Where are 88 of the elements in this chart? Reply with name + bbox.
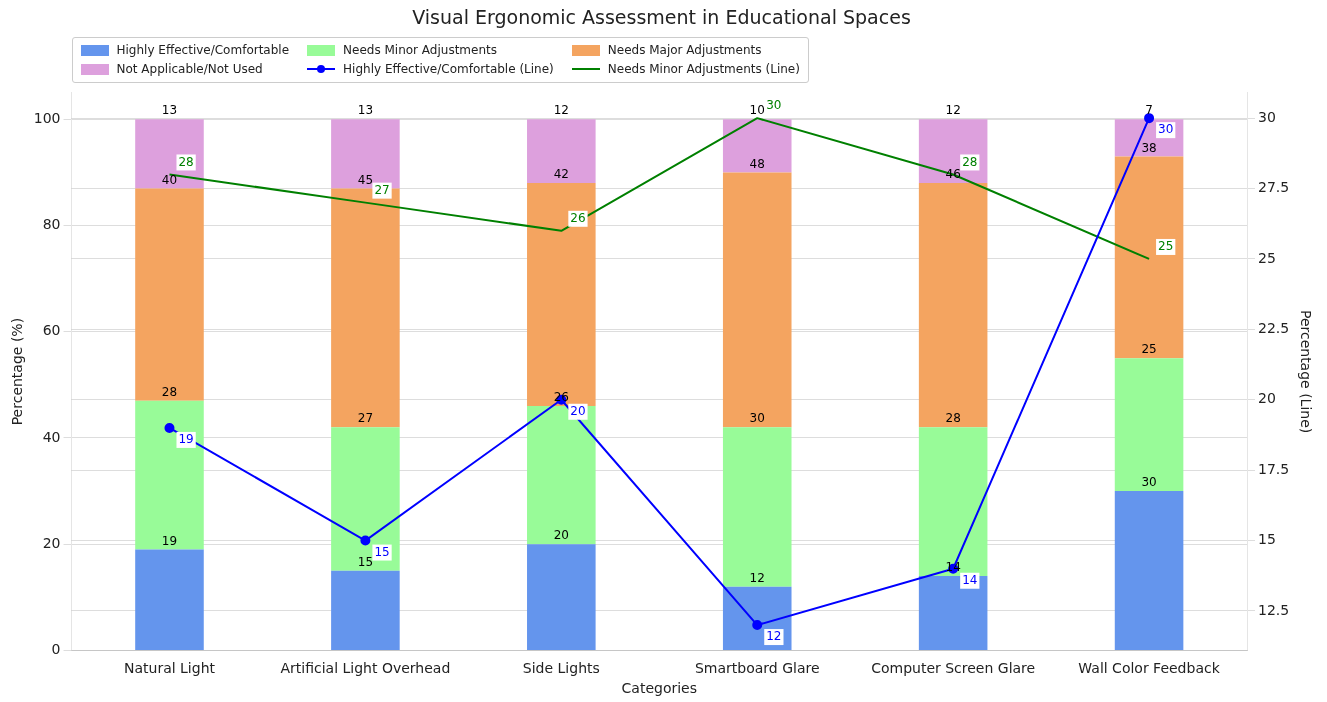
chart-title: Visual Ergonomic Assessment in Educational Spaces xyxy=(412,6,911,29)
y-tick-label: 40 xyxy=(42,428,61,445)
bar xyxy=(135,400,204,550)
data-label: 19 xyxy=(178,432,194,447)
x-tick-label: Smartboard Glare xyxy=(694,660,820,677)
legend-label: Highly Effective/Comfortable (Line) xyxy=(343,62,554,77)
legend-label: Not Applicable/Not Used xyxy=(116,62,263,77)
y2-tick-label: 30 xyxy=(1258,108,1276,125)
bar xyxy=(722,427,792,587)
y-tick-label: 60 xyxy=(42,322,61,339)
y-tick-label: 0 xyxy=(51,641,61,658)
bar xyxy=(527,544,596,650)
bar xyxy=(722,172,792,428)
data-label: 30 xyxy=(1141,475,1157,490)
data-label: 12 xyxy=(945,103,961,118)
y2-tick-label: 15 xyxy=(1258,531,1276,548)
bar xyxy=(135,119,204,189)
bar xyxy=(527,183,596,407)
bar xyxy=(1114,358,1184,492)
y2-tick-label: 22.5 xyxy=(1258,320,1290,336)
legend-label: Needs Minor Adjustments (Line) xyxy=(607,62,800,77)
data-label: 45 xyxy=(357,172,374,187)
data-label: 28 xyxy=(161,384,178,399)
data-label: 14 xyxy=(962,572,978,587)
data-label: 40 xyxy=(161,172,178,187)
data-label: 26 xyxy=(570,210,586,225)
data-label: 15 xyxy=(374,544,390,559)
point xyxy=(360,535,371,546)
data-label: 10 xyxy=(749,103,765,118)
data-label: 12 xyxy=(749,570,765,585)
legend-label: Needs Major Adjustments xyxy=(607,43,762,58)
data-label: 42 xyxy=(553,167,569,182)
data-label: 28 xyxy=(178,154,194,169)
data-label: 27 xyxy=(374,182,390,197)
x-tick-label: Computer Screen Glare xyxy=(871,660,1036,677)
data-label: 30 xyxy=(766,98,782,113)
data-label: 38 xyxy=(1141,140,1157,155)
y2-tick-label: 17.5 xyxy=(1258,460,1290,477)
x-axis-title: Categories xyxy=(621,680,698,697)
data-label: 20 xyxy=(553,528,569,543)
point xyxy=(164,422,175,433)
bar xyxy=(918,576,988,650)
data-label: 27 xyxy=(357,411,374,426)
bar xyxy=(331,427,400,571)
bar xyxy=(527,406,596,545)
bar xyxy=(135,188,204,401)
legend-label: Highly Effective/Comfortable xyxy=(116,43,290,58)
data-label: 30 xyxy=(1158,122,1174,137)
bar xyxy=(918,183,988,428)
bar xyxy=(1114,156,1184,359)
point xyxy=(1144,113,1155,124)
data-label: 12 xyxy=(553,103,569,118)
data-label: 25 xyxy=(1141,342,1157,357)
bar xyxy=(918,119,988,184)
data-label: 28 xyxy=(962,154,978,169)
x-tick-label: Natural Light xyxy=(123,660,216,677)
data-label: 7 xyxy=(1145,103,1153,118)
y2-axis-title: Percentage (Line) xyxy=(1297,309,1314,434)
point xyxy=(752,620,763,631)
data-label: 48 xyxy=(749,156,765,171)
data-label: 30 xyxy=(749,411,765,426)
data-label: 13 xyxy=(161,103,178,118)
data-label: 13 xyxy=(357,103,374,118)
bar xyxy=(1114,491,1184,650)
x-tick-label: Side Lights xyxy=(522,660,600,677)
bar xyxy=(722,119,792,173)
data-label: 20 xyxy=(570,403,586,418)
bar xyxy=(135,549,204,650)
x-tick-label: Wall Color Feedback xyxy=(1078,660,1221,677)
y2-tick-label: 25 xyxy=(1258,249,1276,266)
y-tick-label: 80 xyxy=(42,216,61,233)
bar xyxy=(722,586,792,650)
bar xyxy=(527,119,596,184)
data-label: 25 xyxy=(1158,239,1174,254)
y2-tick-label: 20 xyxy=(1258,390,1276,407)
y-tick-label: 20 xyxy=(42,534,61,551)
y2-tick-label: 12.5 xyxy=(1258,601,1290,618)
data-label: 15 xyxy=(357,554,374,569)
data-label: 28 xyxy=(945,411,961,426)
data-label: 19 xyxy=(161,533,178,548)
data-label: 12 xyxy=(766,629,782,644)
y2-tick-label: 27.5 xyxy=(1258,179,1290,196)
bar xyxy=(331,570,400,650)
y-tick-label: 100 xyxy=(33,109,61,126)
x-tick-label: Artificial Light Overhead xyxy=(280,660,451,677)
bar xyxy=(918,427,988,577)
legend-label: Needs Minor Adjustments xyxy=(343,43,498,58)
y-axis-title: Percentage (%) xyxy=(9,317,26,426)
